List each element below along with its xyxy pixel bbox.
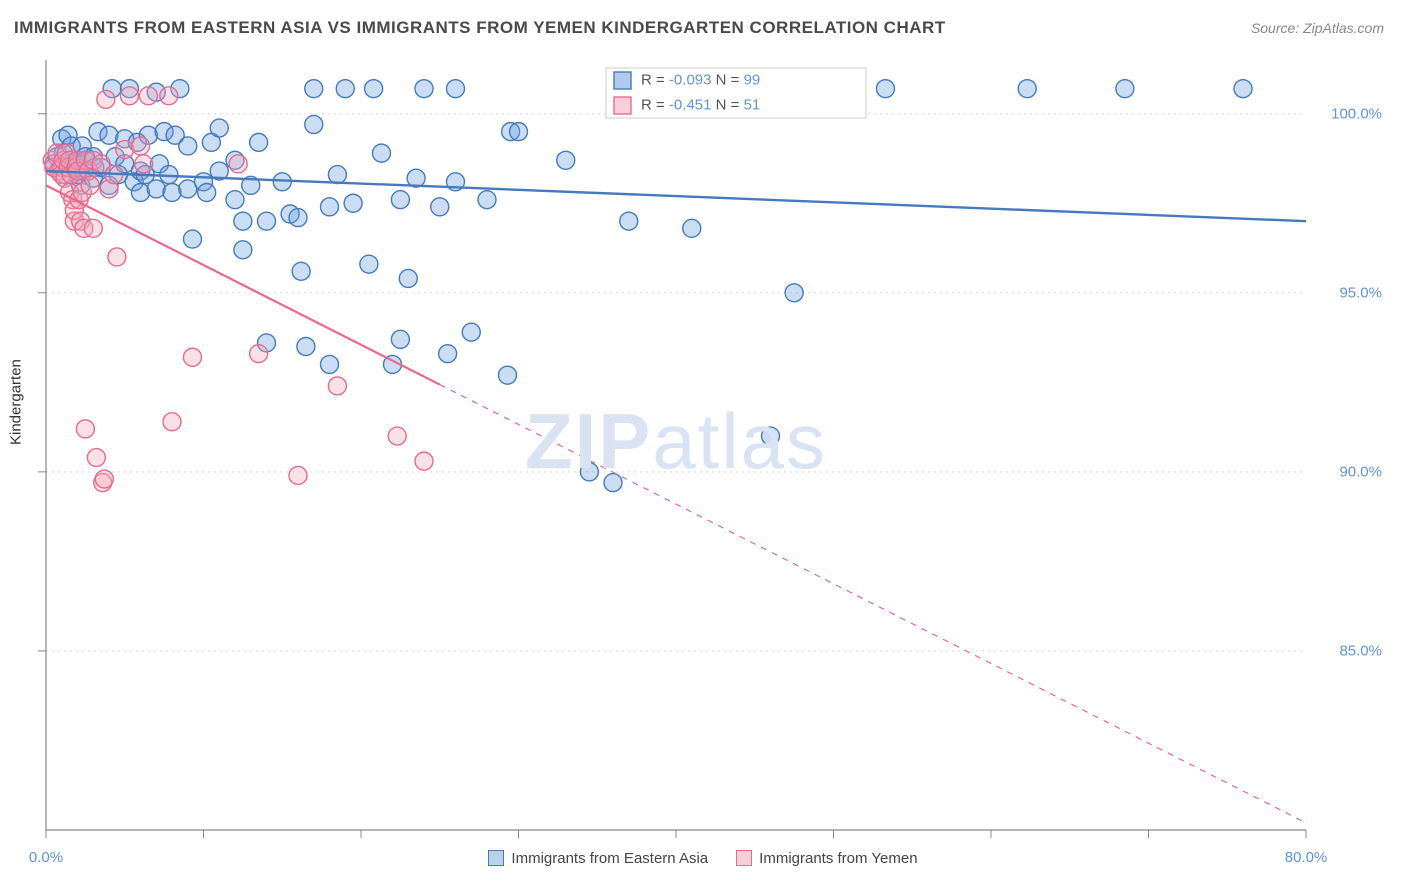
legend-swatch-b [736,850,752,866]
chart-title: IMMIGRANTS FROM EASTERN ASIA VS IMMIGRAN… [14,18,946,38]
bottom-legend: Immigrants from Eastern Asia Immigrants … [0,846,1406,870]
chart-container: IMMIGRANTS FROM EASTERN ASIA VS IMMIGRAN… [0,0,1406,892]
y-tick-label: 85.0% [1339,642,1382,659]
legend-label-b: Immigrants from Yemen [759,850,917,867]
legend-item-series-b: Immigrants from Yemen [736,850,917,867]
y-tick-label: 100.0% [1331,105,1382,122]
plot-area: R = -0.093 N = 99R = -0.451 N = 51 ZIPat… [46,60,1306,830]
legend-swatch-a [488,850,504,866]
chart-svg: R = -0.093 N = 99 R = -0.451 N = 51 [46,60,1306,830]
y-tick-label: 90.0% [1339,463,1382,480]
svg-text:R = -0.093 N = 99: R = -0.093 N = 99 [641,71,760,88]
source-label: Source: ZipAtlas.com [1251,20,1384,36]
y-axis-label: Kindergarten [8,359,25,445]
y-tick-label: 95.0% [1339,284,1382,301]
legend-item-series-a: Immigrants from Eastern Asia [488,850,708,867]
legend-label-a: Immigrants from Eastern Asia [511,850,708,867]
svg-text:R = -0.451 N = 51: R = -0.451 N = 51 [641,96,760,113]
